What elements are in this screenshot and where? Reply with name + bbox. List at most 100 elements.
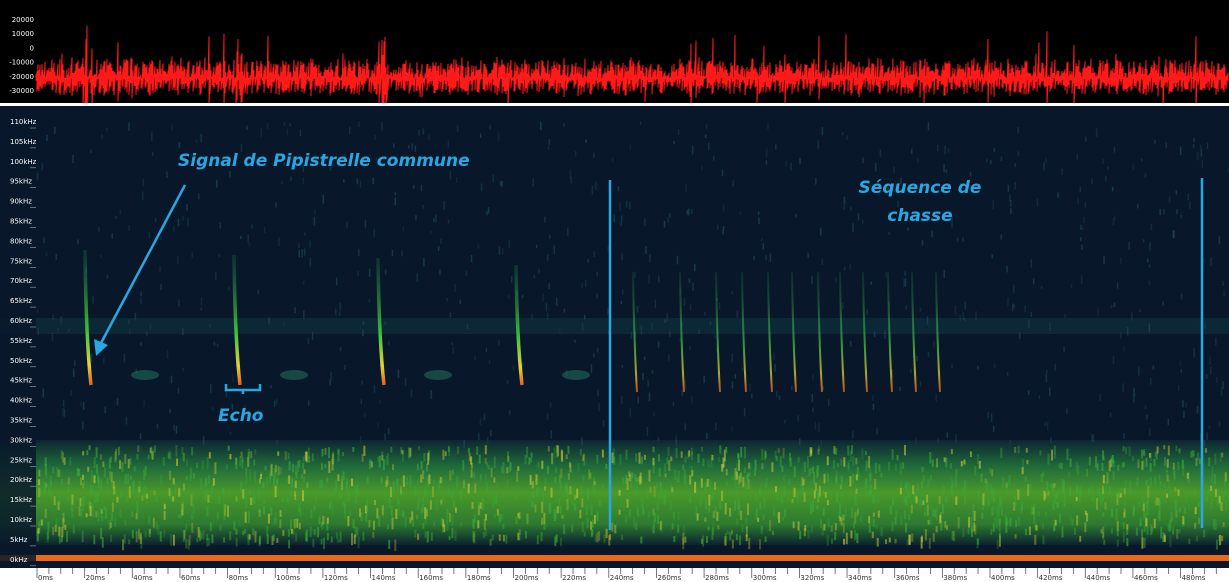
noise-speck <box>818 445 821 452</box>
noise-speck <box>962 527 965 537</box>
noise-speck <box>1079 186 1082 193</box>
noise-speck <box>927 519 930 525</box>
noise-speck <box>761 448 764 461</box>
noise-speck <box>554 467 557 473</box>
noise-speck <box>1057 192 1059 198</box>
noise-speck <box>416 273 418 283</box>
noise-speck <box>311 453 314 462</box>
noise-speck <box>758 488 761 495</box>
noise-speck <box>273 400 276 407</box>
noise-speck <box>563 308 566 313</box>
noise-speck <box>734 500 737 512</box>
noise-speck <box>718 302 721 310</box>
noise-speck <box>401 449 404 455</box>
noise-speck <box>655 482 658 491</box>
noise-speck <box>780 494 783 504</box>
noise-speck <box>163 503 166 510</box>
noise-speck <box>933 341 935 348</box>
noise-speck <box>94 492 97 504</box>
noise-speck <box>153 490 156 496</box>
noise-speck <box>397 369 400 379</box>
noise-speck <box>926 316 929 325</box>
noise-speck <box>930 475 933 482</box>
noise-speck <box>1142 503 1145 512</box>
noise-speck <box>339 302 342 310</box>
noise-speck <box>323 537 326 550</box>
noise-speck <box>598 403 600 412</box>
noise-speck <box>119 460 122 469</box>
noise-speck <box>251 224 253 229</box>
noise-speck <box>1058 463 1061 469</box>
noise-speck <box>1175 500 1178 510</box>
noise-speck <box>1165 142 1167 149</box>
noise-speck <box>302 177 304 185</box>
noise-speck <box>708 505 711 513</box>
noise-speck <box>192 503 195 514</box>
noise-speck <box>646 427 649 436</box>
noise-speck <box>731 425 733 432</box>
noise-speck <box>1033 514 1036 524</box>
noise-speck <box>188 535 191 546</box>
noise-speck <box>963 479 966 492</box>
noise-speck <box>200 532 203 539</box>
noise-speck <box>1116 493 1119 506</box>
noise-speck <box>1026 459 1029 465</box>
noise-speck <box>219 222 222 229</box>
noise-speck <box>822 490 825 495</box>
noise-speck <box>838 514 841 519</box>
noise-speck <box>303 469 306 475</box>
noise-speck <box>1113 302 1116 307</box>
noise-speck <box>945 457 948 468</box>
noise-speck <box>1172 467 1175 477</box>
noise-speck <box>492 174 494 183</box>
noise-speck <box>868 522 871 533</box>
noise-speck <box>52 527 55 536</box>
noise-speck <box>1098 488 1101 496</box>
noise-speck <box>820 227 822 236</box>
noise-speck <box>306 482 309 489</box>
noise-speck <box>574 339 576 343</box>
noise-speck <box>288 475 291 485</box>
noise-speck <box>295 471 298 479</box>
noise-speck <box>470 254 473 263</box>
noise-speck <box>684 380 687 390</box>
noise-speck <box>249 469 252 481</box>
noise-speck <box>71 494 74 505</box>
noise-speck <box>951 530 954 540</box>
noise-speck <box>1044 421 1047 427</box>
noise-speck <box>1185 402 1187 408</box>
noise-speck <box>581 437 583 446</box>
noise-speck <box>621 496 624 502</box>
noise-speck <box>178 514 181 519</box>
noise-speck <box>108 458 111 469</box>
noise-speck <box>1166 458 1169 468</box>
noise-speck <box>967 528 970 535</box>
noise-speck <box>1196 535 1199 542</box>
noise-speck <box>72 368 75 378</box>
noise-speck <box>884 330 886 334</box>
noise-speck <box>1032 278 1035 285</box>
noise-speck <box>630 476 633 489</box>
noise-speck <box>941 503 944 514</box>
noise-speck <box>976 365 979 370</box>
noise-speck <box>670 456 673 462</box>
noise-speck <box>186 203 188 211</box>
noise-speck <box>467 448 470 453</box>
noise-speck <box>1034 534 1037 545</box>
freq-label: 90kHz <box>10 198 32 206</box>
noise-speck <box>1014 181 1017 190</box>
noise-speck <box>909 510 912 515</box>
noise-speck <box>394 192 397 196</box>
noise-speck <box>1156 446 1159 454</box>
noise-speck <box>365 511 368 522</box>
amplitude-label: 20000 <box>12 16 34 24</box>
noise-speck <box>544 216 546 223</box>
noise-speck <box>554 476 557 483</box>
noise-speck <box>667 216 669 223</box>
noise-speck <box>262 480 265 489</box>
noise-speck <box>1073 527 1076 535</box>
noise-speck <box>1017 516 1020 526</box>
noise-speck <box>143 469 146 481</box>
noise-speck <box>700 538 703 545</box>
noise-speck <box>999 496 1002 507</box>
